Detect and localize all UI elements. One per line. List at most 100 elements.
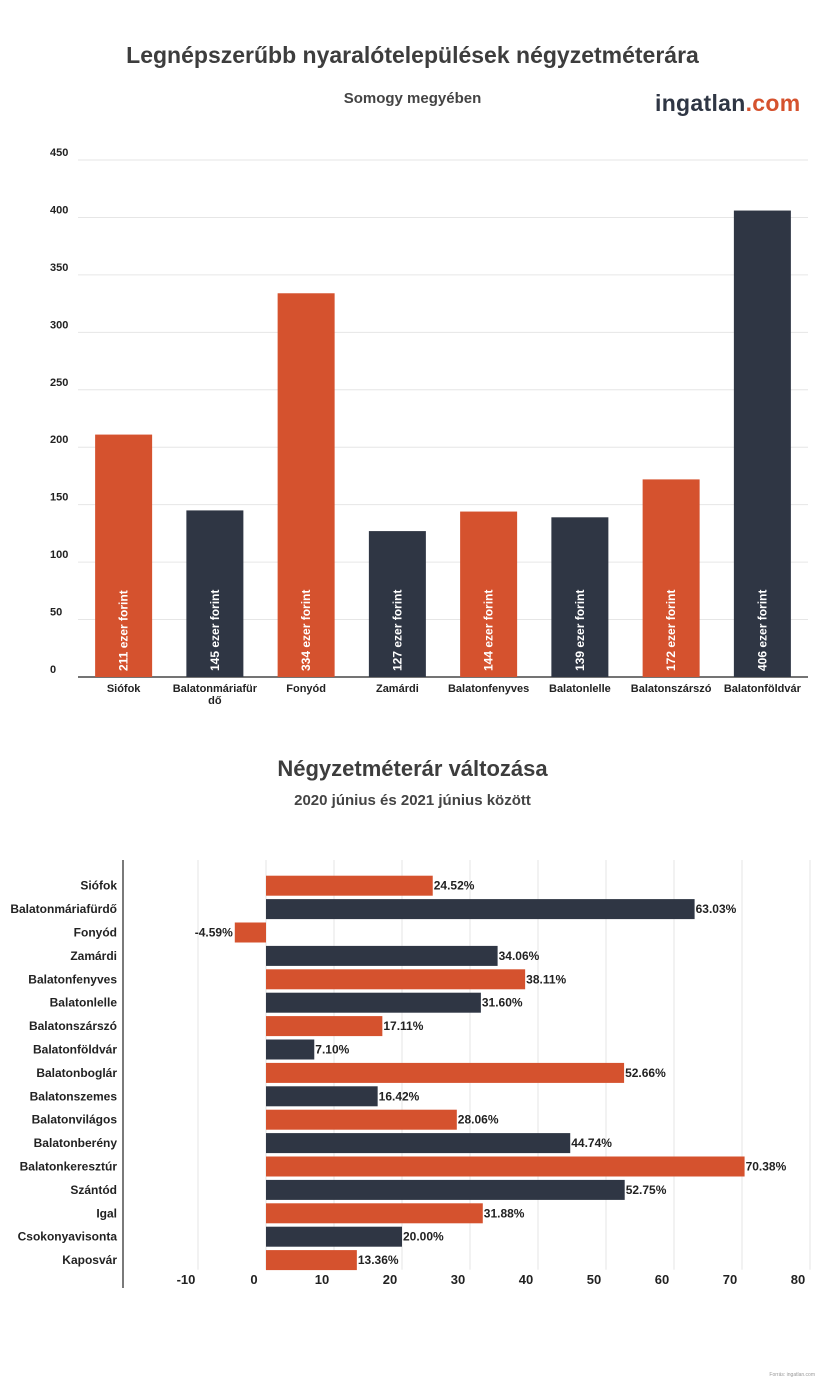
y-tick-label: 0	[50, 664, 56, 676]
y-tick-label: Kaposvár	[62, 1253, 117, 1267]
y-tick-label: 400	[50, 204, 68, 216]
x-tick-label: Balatonlelle	[549, 683, 611, 695]
bar-data-label: 52.75%	[626, 1183, 667, 1197]
bar	[266, 1016, 383, 1037]
price-bar-chart: 0 50 100 150 200 250 300 350 400 450 211 ezer fori…	[50, 147, 808, 707]
chart-subtitle: Somogy megyében	[343, 90, 482, 107]
bar	[368, 531, 426, 677]
y-tick-label: Balatonszárszó	[29, 1019, 117, 1033]
x-tick-label: 80	[791, 1272, 805, 1287]
bar	[266, 1039, 315, 1060]
bar-data-label: 211 ezer forint	[117, 590, 131, 671]
bar	[277, 293, 335, 677]
bar-data-label: 63.03%	[696, 902, 737, 916]
x-tick-label: 10	[315, 1272, 329, 1287]
bar-data-label: 334 ezer forint	[299, 590, 313, 671]
x-tick-label: Siófok	[107, 683, 141, 695]
bar	[460, 511, 518, 677]
bar-data-label: 13.36%	[358, 1253, 399, 1267]
bar	[266, 1250, 357, 1271]
bar-data-label: 38.11%	[526, 972, 566, 986]
bar-data-label: 70.38%	[746, 1160, 787, 1174]
bar-data-label: 144 ezer forint	[482, 590, 496, 671]
y-tick-label: 450	[50, 147, 68, 159]
y-tick-label: Zamárdi	[70, 949, 117, 963]
y-tick-label: Balatonföldvár	[33, 1043, 117, 1057]
bar	[266, 992, 481, 1013]
y-tick-label: Balatonfenyves	[28, 972, 117, 986]
x-tick-label: 60	[655, 1272, 669, 1287]
ingatlan-logo: ingatlan.com	[655, 90, 800, 117]
bar-data-label: 24.52%	[434, 879, 475, 893]
y-tick-label: Balatonlelle	[50, 996, 118, 1010]
y-tick-label: 50	[50, 607, 62, 619]
x-tick-label: Zamárdi	[376, 683, 419, 695]
bar	[266, 899, 695, 920]
bar-data-label: 127 ezer forint	[390, 590, 404, 671]
x-tick-label: 20	[383, 1272, 397, 1287]
chart-title: Legnépszerűbb nyaralótelepülések négyzet…	[126, 42, 699, 68]
bar-data-label: -4.59%	[195, 926, 233, 940]
y-tick-label: Igal	[96, 1206, 117, 1220]
bar-data-label: 172 ezer forint	[664, 590, 678, 671]
y-tick-label: 200	[50, 434, 68, 446]
bar-data-label: 34.06%	[499, 949, 540, 963]
bar	[266, 945, 498, 966]
bar-data-label: 44.74%	[571, 1136, 612, 1150]
logo-text-main: ingatlan	[655, 90, 746, 116]
bar-data-label: 16.42%	[379, 1089, 420, 1103]
change-chart-subtitle: 2020 június és 2021 június között	[294, 792, 531, 809]
x-tick-label: Balatonföldvár	[724, 683, 802, 695]
y-tick-label: Balatonmáriafürdő	[10, 902, 117, 916]
bar	[266, 1226, 402, 1247]
bar	[642, 479, 700, 677]
y-tick-label: Balatonszemes	[30, 1089, 118, 1103]
bar-data-label: 31.60%	[482, 996, 523, 1010]
x-tick-label: -10	[177, 1272, 196, 1287]
bar-data-label: 28.06%	[458, 1113, 499, 1127]
bar-data-label: 20.00%	[403, 1230, 444, 1244]
bar-data-label: 31.88%	[484, 1206, 525, 1220]
y-tick-label: Fonyód	[74, 926, 117, 940]
logo-text-domain: .com	[745, 90, 801, 116]
bar	[266, 1086, 378, 1107]
bar	[186, 510, 244, 677]
bar	[266, 1109, 457, 1130]
bar	[234, 922, 266, 943]
bar-data-label: 145 ezer forint	[208, 590, 222, 671]
change-bar-chart: -10 0 10 20 30 40 50 60 70 80 Siófok 24.52% Balatonm…	[10, 860, 811, 1288]
x-tick-label: 70	[723, 1272, 737, 1287]
bar	[733, 210, 791, 677]
y-tick-label: Balatonkeresztúr	[20, 1160, 118, 1174]
bar-data-label: 406 ezer forint	[755, 590, 769, 671]
bar-data-label: 7.10%	[315, 1043, 349, 1057]
y-tick-label: 350	[50, 262, 68, 274]
y-tick-label: Siófok	[80, 879, 117, 893]
bar-data-label: 52.66%	[625, 1066, 666, 1080]
y-tick-label: Szántód	[70, 1183, 117, 1197]
bar	[266, 875, 433, 896]
x-tick-label: 30	[451, 1272, 465, 1287]
x-tick-label: 0	[250, 1272, 257, 1287]
bar-data-label: 139 ezer forint	[573, 590, 587, 671]
x-tick-label: 50	[587, 1272, 601, 1287]
y-tick-label: Balatonberény	[34, 1136, 118, 1150]
y-tick-label: Balatonboglár	[36, 1066, 117, 1080]
y-tick-label: 250	[50, 377, 68, 389]
x-tick-label: 40	[519, 1272, 533, 1287]
bar	[266, 1156, 745, 1177]
bar	[266, 969, 526, 990]
change-chart-title: Négyzetméterár változása	[277, 756, 548, 781]
x-tick-label: Balatonfenyves	[448, 683, 529, 695]
bar	[266, 1133, 571, 1154]
source-note: Forrás: ingatlan.com	[769, 1372, 815, 1378]
bar	[551, 517, 609, 677]
bar	[266, 1179, 625, 1200]
bar	[95, 434, 153, 677]
x-tick-label: Fonyód	[286, 683, 326, 695]
y-tick-label: 100	[50, 549, 68, 561]
x-tick-label: Balatonszárszó	[631, 683, 712, 695]
bar	[266, 1203, 483, 1224]
bar-data-label: 17.11%	[383, 1019, 423, 1033]
x-tick-label: Balatonmáriafür dő	[173, 683, 258, 707]
